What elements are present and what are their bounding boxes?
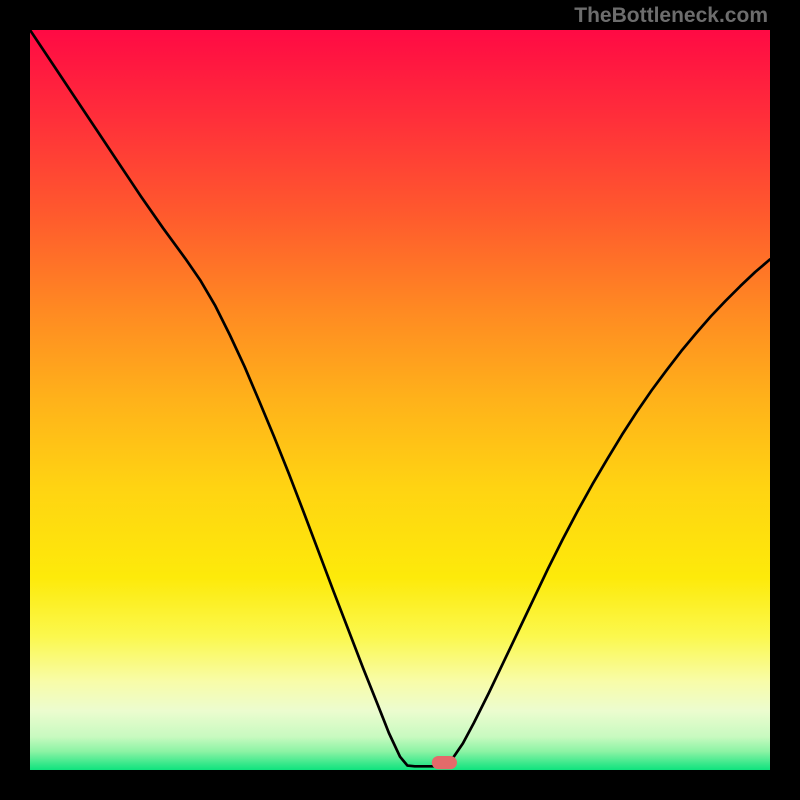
bottleneck-curve-chart [30, 30, 770, 770]
chart-background [30, 30, 770, 770]
chart-frame: TheBottleneck.com [0, 0, 800, 800]
optimal-point-marker [432, 756, 457, 769]
watermark-label: TheBottleneck.com [574, 4, 768, 28]
plot-area [30, 30, 770, 770]
